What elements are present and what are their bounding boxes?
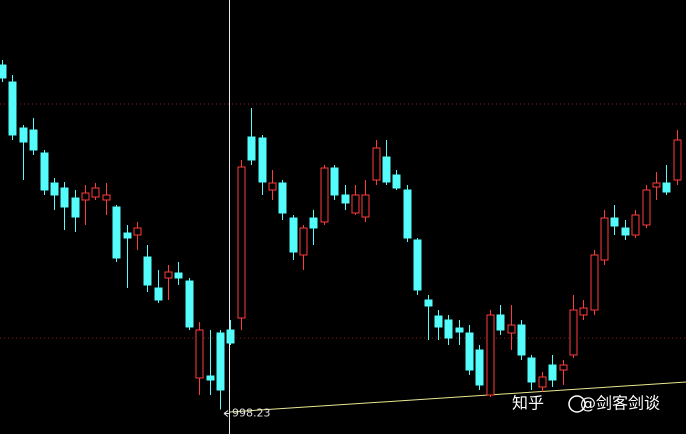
candle-body [268, 182, 277, 191]
candle-body [507, 324, 516, 334]
annotation-arrow [223, 410, 230, 417]
candle-body [0, 64, 7, 79]
candle-body [382, 156, 391, 183]
candle-body [143, 256, 152, 286]
candle-body [538, 376, 547, 388]
candle-body [206, 375, 215, 381]
candle-body [496, 314, 505, 331]
candle-body [123, 232, 132, 239]
candle-body [548, 364, 557, 381]
candle-body [662, 182, 671, 193]
candle-body [164, 271, 173, 279]
watermark-author: @剑客剑谈 [580, 394, 660, 413]
candle-body [392, 174, 401, 189]
candle-body [71, 197, 80, 218]
candle-body [195, 329, 204, 379]
candle-body [621, 227, 630, 236]
low-label: 998.23 [232, 407, 271, 420]
candle-body [112, 206, 121, 259]
candle-body [631, 214, 640, 236]
candle-body [8, 81, 17, 136]
candle-body [154, 287, 163, 301]
candle-body [81, 192, 90, 201]
candle-body [174, 272, 183, 279]
candle-body [361, 194, 370, 218]
candle-body [133, 227, 142, 236]
candle-body [341, 194, 350, 204]
candle-body [226, 329, 235, 344]
candle-body [247, 136, 256, 161]
candle-body [465, 332, 474, 371]
candle-body [309, 217, 318, 229]
candle-body [40, 152, 49, 191]
candle-body [652, 182, 661, 188]
trend-line [229, 381, 686, 413]
candle-body [403, 189, 412, 239]
watermark-platform: 知乎 [512, 394, 544, 413]
candle-body [600, 217, 609, 261]
candle-body [424, 299, 433, 307]
candle-body [413, 239, 422, 291]
candle-body [444, 319, 453, 339]
candle-body [475, 349, 484, 386]
candle-body [527, 357, 536, 383]
candle-body [673, 139, 682, 181]
candle-body [351, 194, 360, 214]
candle-body [19, 127, 28, 143]
candle-body [434, 315, 443, 328]
candle-body [278, 182, 287, 214]
candle-body [320, 167, 329, 223]
candle-body [455, 327, 464, 333]
candle-body [237, 166, 246, 319]
candle-body [610, 217, 619, 227]
candle-body [579, 307, 588, 316]
annotation: 998.23 [223, 407, 271, 420]
candle-body [289, 217, 298, 253]
candle-body [486, 314, 495, 396]
candle-body [590, 254, 599, 311]
candle-body [372, 147, 381, 181]
candle-body [569, 309, 578, 356]
candle-body [258, 137, 267, 183]
watermark: 知乎 @剑客剑谈 [512, 394, 660, 413]
watermark-icon [568, 395, 586, 413]
candle-body [330, 167, 339, 196]
candles [0, 60, 682, 410]
candle-body [91, 187, 100, 198]
candle-body [185, 280, 194, 328]
candle-body [29, 129, 38, 151]
candle-body [216, 332, 225, 391]
candle-body [517, 324, 526, 356]
candle-body [642, 189, 651, 226]
candle-body [60, 187, 69, 208]
candle-body [50, 182, 59, 196]
candle-body [559, 364, 568, 371]
candle-body [299, 227, 308, 256]
candle-body [102, 194, 111, 201]
